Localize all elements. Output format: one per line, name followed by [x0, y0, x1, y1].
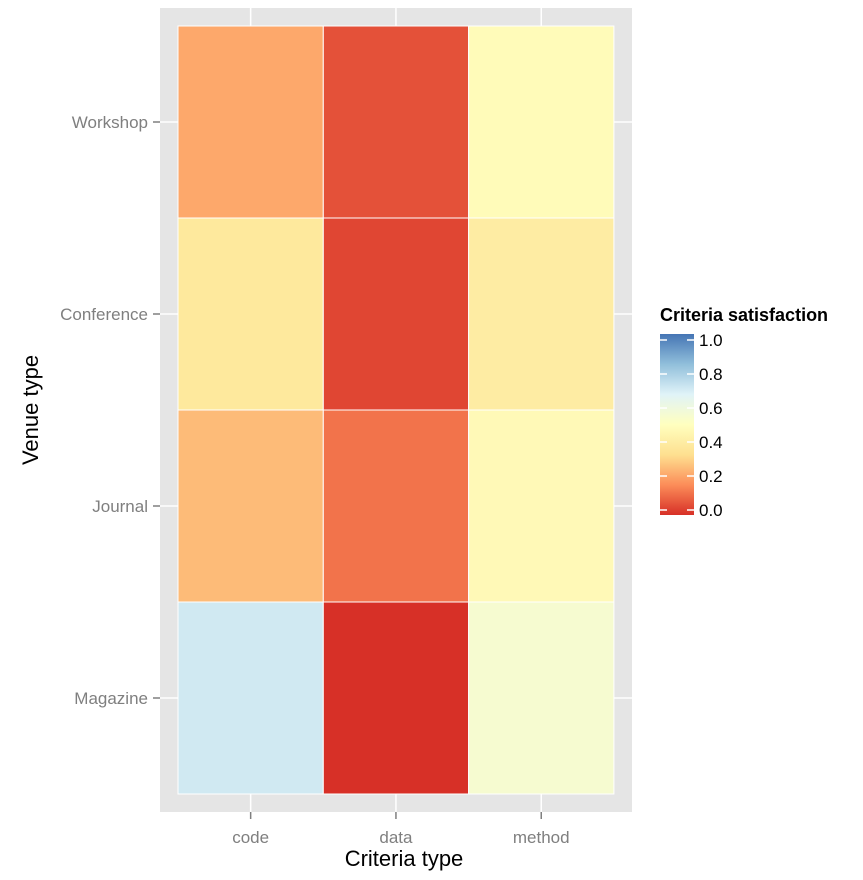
legend-title: Criteria satisfaction: [660, 305, 828, 325]
heatmap-cell-magazine-code: [177, 601, 324, 795]
heatmap-cell-journal-method: [468, 409, 615, 603]
axes: code data method Workshop Conference Journal M…: [60, 113, 569, 847]
x-tick-label: data: [379, 828, 413, 847]
legend-tick-label: 0.2: [699, 467, 723, 486]
y-tick-label: Workshop: [72, 113, 148, 132]
heatmap-cells: [177, 25, 615, 795]
legend-tick-label: 1.0: [699, 331, 723, 350]
legend-tick-label: 0.4: [699, 433, 723, 452]
heatmap-cell-conference-data: [322, 217, 470, 411]
heatmap-cell-journal-data: [322, 409, 470, 603]
legend-colorbar: [660, 334, 694, 515]
heatmap-cell-conference-method: [468, 217, 615, 411]
heatmap-cell-workshop-method: [468, 25, 615, 219]
legend-tick-label: 0.0: [699, 501, 723, 520]
y-tick-label: Conference: [60, 305, 148, 324]
x-tick-label: code: [232, 828, 269, 847]
legend-tick-label: 0.8: [699, 365, 723, 384]
heatmap-cell-conference-code: [177, 217, 324, 411]
y-tick-label: Journal: [92, 497, 148, 516]
heatmap-cell-workshop-code: [177, 25, 324, 219]
heatmap-cell-magazine-data: [322, 601, 470, 795]
legend-tick-label: 0.6: [699, 399, 723, 418]
x-axis-title: Criteria type: [345, 846, 464, 871]
heatmap-cell-magazine-method: [468, 601, 615, 795]
legend: Criteria satisfaction 1.0 0.8 0.6 0.4 0.2 0.0: [660, 305, 828, 520]
y-tick-label: Magazine: [74, 689, 148, 708]
x-tick-label: method: [513, 828, 570, 847]
heatmap-cell-journal-code: [177, 409, 324, 603]
y-axis-title: Venue type: [18, 355, 43, 465]
legend-ticks: 1.0 0.8 0.6 0.4 0.2 0.0: [660, 331, 723, 520]
heatmap-cell-workshop-data: [322, 25, 470, 219]
